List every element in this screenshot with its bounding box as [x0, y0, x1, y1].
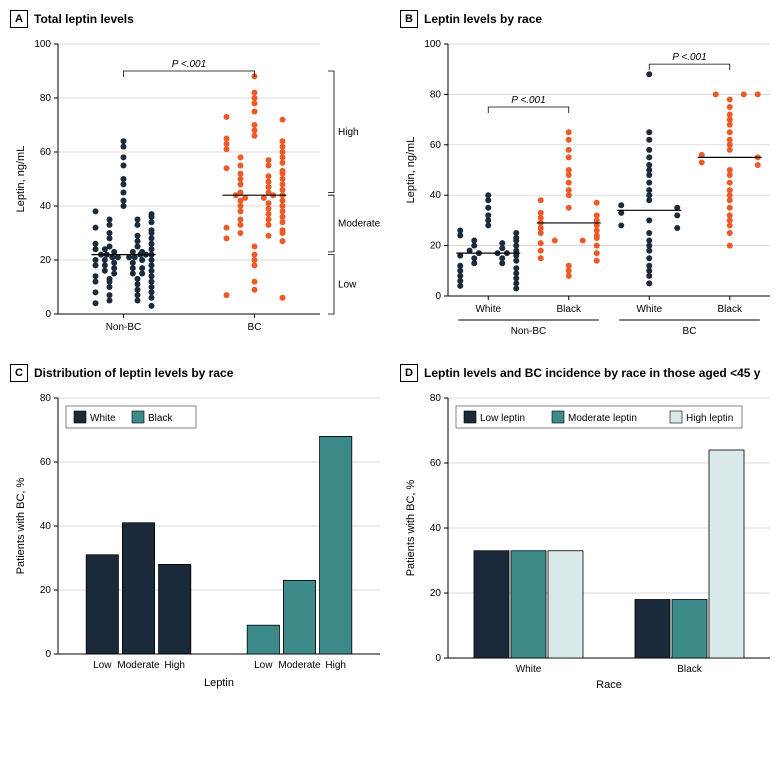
- svg-text:Moderate: Moderate: [117, 660, 160, 671]
- panel-title-text: Total leptin levels: [34, 12, 134, 26]
- svg-text:Patients with BC, %: Patients with BC, %: [405, 479, 417, 576]
- svg-text:40: 40: [40, 201, 52, 212]
- panel-letter: C: [10, 364, 28, 382]
- svg-text:High: High: [325, 660, 346, 671]
- svg-text:P <.001: P <.001: [511, 95, 545, 106]
- bar-chart-c: 0 20 40 60 80 Patients with BC, % Low Moderate H…: [10, 388, 390, 698]
- svg-text:High: High: [164, 660, 185, 671]
- svg-text:P <.001: P <.001: [672, 52, 706, 63]
- svg-text:White: White: [475, 304, 501, 315]
- svg-text:Non-BC: Non-BC: [106, 322, 142, 333]
- panel-c: C Distribution of leptin levels by race …: [10, 364, 390, 698]
- svg-text:Non-BC: Non-BC: [511, 326, 547, 337]
- svg-text:Patients with BC, %: Patients with BC, %: [15, 477, 27, 574]
- scatter-chart-b: 0 20 40 60 80 100 Leptin, ng/mL White Black White…: [400, 34, 780, 344]
- svg-text:Low: Low: [93, 660, 112, 671]
- panel-d: D Leptin levels and BC incidence by race…: [400, 364, 780, 698]
- svg-text:40: 40: [430, 190, 442, 201]
- svg-text:Low: Low: [254, 660, 273, 671]
- svg-text:Black: Black: [718, 304, 743, 315]
- svg-text:Black: Black: [148, 413, 173, 424]
- panel-letter: D: [400, 364, 418, 382]
- svg-text:High: High: [338, 127, 359, 138]
- svg-text:Black: Black: [677, 664, 702, 675]
- svg-text:White: White: [516, 664, 542, 675]
- svg-text:Leptin: Leptin: [204, 677, 234, 689]
- svg-text:80: 80: [430, 393, 442, 404]
- svg-text:High leptin: High leptin: [686, 413, 733, 424]
- svg-text:80: 80: [40, 393, 52, 404]
- svg-text:Moderate: Moderate: [338, 219, 381, 230]
- svg-text:100: 100: [424, 39, 441, 50]
- svg-text:BC: BC: [683, 326, 697, 337]
- svg-text:Low leptin: Low leptin: [480, 413, 525, 424]
- svg-text:20: 20: [430, 588, 442, 599]
- panel-b: B Leptin levels by race 0 20 40 60 80 100 Lept…: [400, 10, 780, 344]
- panel-letter: B: [400, 10, 418, 28]
- svg-text:Moderate leptin: Moderate leptin: [568, 413, 637, 424]
- svg-text:White: White: [636, 304, 662, 315]
- scatter-chart-a: 0 20 40 60 80 100 Leptin, ng/mL Non-BC BC P <.001…: [10, 34, 390, 344]
- svg-text:20: 20: [40, 585, 52, 596]
- svg-text:40: 40: [40, 521, 52, 532]
- svg-text:60: 60: [40, 457, 52, 468]
- svg-text:80: 80: [40, 93, 52, 104]
- svg-text:Leptin, ng/mL: Leptin, ng/mL: [15, 146, 27, 213]
- svg-text:40: 40: [430, 523, 442, 534]
- svg-text:20: 20: [40, 255, 52, 266]
- svg-text:60: 60: [430, 140, 442, 151]
- panel-title-text: Leptin levels and BC incidence by race i…: [424, 366, 760, 380]
- svg-text:P <.001: P <.001: [172, 59, 206, 70]
- svg-text:60: 60: [40, 147, 52, 158]
- panel-letter: A: [10, 10, 28, 28]
- svg-text:0: 0: [45, 649, 51, 660]
- svg-text:Moderate: Moderate: [278, 660, 321, 671]
- svg-text:20: 20: [430, 241, 442, 252]
- svg-text:100: 100: [34, 39, 51, 50]
- svg-text:BC: BC: [248, 322, 262, 333]
- svg-text:0: 0: [435, 653, 441, 664]
- panel-title-text: Leptin levels by race: [424, 12, 542, 26]
- svg-text:Race: Race: [596, 679, 622, 691]
- svg-text:Low: Low: [338, 279, 357, 290]
- svg-text:80: 80: [430, 89, 442, 100]
- svg-text:White: White: [90, 413, 116, 424]
- svg-text:Leptin, ng/mL: Leptin, ng/mL: [405, 137, 417, 204]
- svg-text:Black: Black: [557, 304, 582, 315]
- svg-text:0: 0: [435, 291, 441, 302]
- svg-text:0: 0: [45, 309, 51, 320]
- panel-a: A Total leptin levels 0 20 40 60 80 100 Leptin…: [10, 10, 390, 344]
- bar-chart-d: 0 20 40 60 80 Patients with BC, % White Black Ra…: [400, 388, 780, 698]
- panel-title-text: Distribution of leptin levels by race: [34, 366, 233, 380]
- svg-text:60: 60: [430, 458, 442, 469]
